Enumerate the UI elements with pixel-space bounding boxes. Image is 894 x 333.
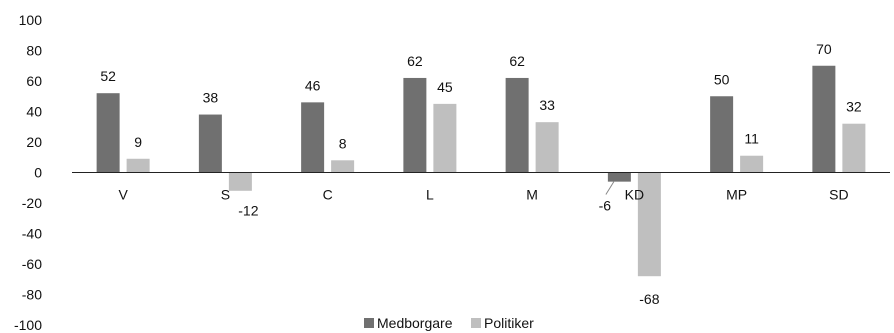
bar-medborgare-m (505, 77, 529, 173)
x-tick-label: C (323, 187, 333, 203)
legend-swatch (471, 318, 481, 328)
value-labels: 52 9 38 -12 46 8 62 45 62 33 -6 -68 50 11 70 32 (100, 41, 862, 307)
bar-medborgare-mp (710, 96, 734, 173)
value-label: 46 (305, 77, 321, 93)
y-tick-label: 80 (26, 43, 42, 59)
y-tick-label: 100 (19, 12, 43, 28)
x-tick-label: S (221, 187, 230, 203)
y-tick-label: -80 (22, 287, 42, 303)
x-tick-label: SD (829, 187, 848, 203)
bar-politiker-s (228, 172, 252, 191)
leader-line-kd (605, 181, 615, 195)
legend-label: Politiker (484, 315, 534, 331)
y-tick-label: 20 (26, 134, 42, 150)
x-tick-label: V (118, 187, 128, 203)
bar-politiker-sd (842, 123, 866, 173)
bar-politiker-c (331, 160, 355, 173)
value-label: 9 (134, 134, 142, 150)
value-label: 62 (407, 53, 423, 69)
y-tick-label: -20 (22, 195, 42, 211)
value-label: 11 (744, 131, 759, 147)
bar-politiker-l (433, 103, 457, 173)
y-tick-label: -40 (22, 226, 42, 242)
value-label: -68 (639, 291, 659, 307)
bar-medborgare-v (96, 93, 120, 173)
legend-swatch (364, 318, 374, 328)
bar-politiker-kd (637, 172, 661, 277)
x-axis-labels: V S C L M KD MP SD (118, 187, 848, 203)
value-label: 45 (437, 79, 453, 95)
bar-medborgare-kd (607, 172, 631, 182)
bars (96, 65, 866, 277)
bar-medborgare-sd (812, 65, 836, 173)
legend-label: Medborgare (377, 315, 453, 331)
x-tick-label: L (426, 187, 434, 203)
value-label: -12 (238, 203, 258, 219)
value-label: 62 (509, 53, 525, 69)
bar-medborgare-l (403, 77, 427, 173)
x-tick-label: M (526, 187, 538, 203)
bar-politiker-v (126, 158, 150, 173)
value-label: 33 (539, 97, 555, 113)
bar-medborgare-c (301, 102, 325, 173)
value-label: -6 (599, 198, 612, 214)
y-tick-label: -60 (22, 256, 42, 272)
value-label: 52 (100, 68, 116, 84)
y-tick-label: -100 (14, 317, 42, 333)
legend: Medborgare Politiker (364, 315, 534, 331)
x-tick-label: KD (625, 187, 644, 203)
x-tick-label: MP (726, 187, 747, 203)
bar-medborgare-s (198, 114, 222, 173)
y-tick-label: 0 (34, 165, 42, 181)
value-label: 32 (846, 99, 862, 115)
y-tick-label: 40 (26, 104, 42, 120)
bar-politiker-mp (740, 155, 764, 173)
value-label: 50 (714, 71, 730, 87)
value-label: 8 (339, 135, 347, 151)
y-tick-label: 60 (26, 73, 42, 89)
value-label: 38 (203, 90, 219, 106)
bar-politiker-m (535, 122, 559, 173)
y-axis-ticks: 100 80 60 40 20 0 -20 -40 -60 -80 -100 (14, 12, 42, 333)
value-label: 70 (816, 41, 832, 57)
